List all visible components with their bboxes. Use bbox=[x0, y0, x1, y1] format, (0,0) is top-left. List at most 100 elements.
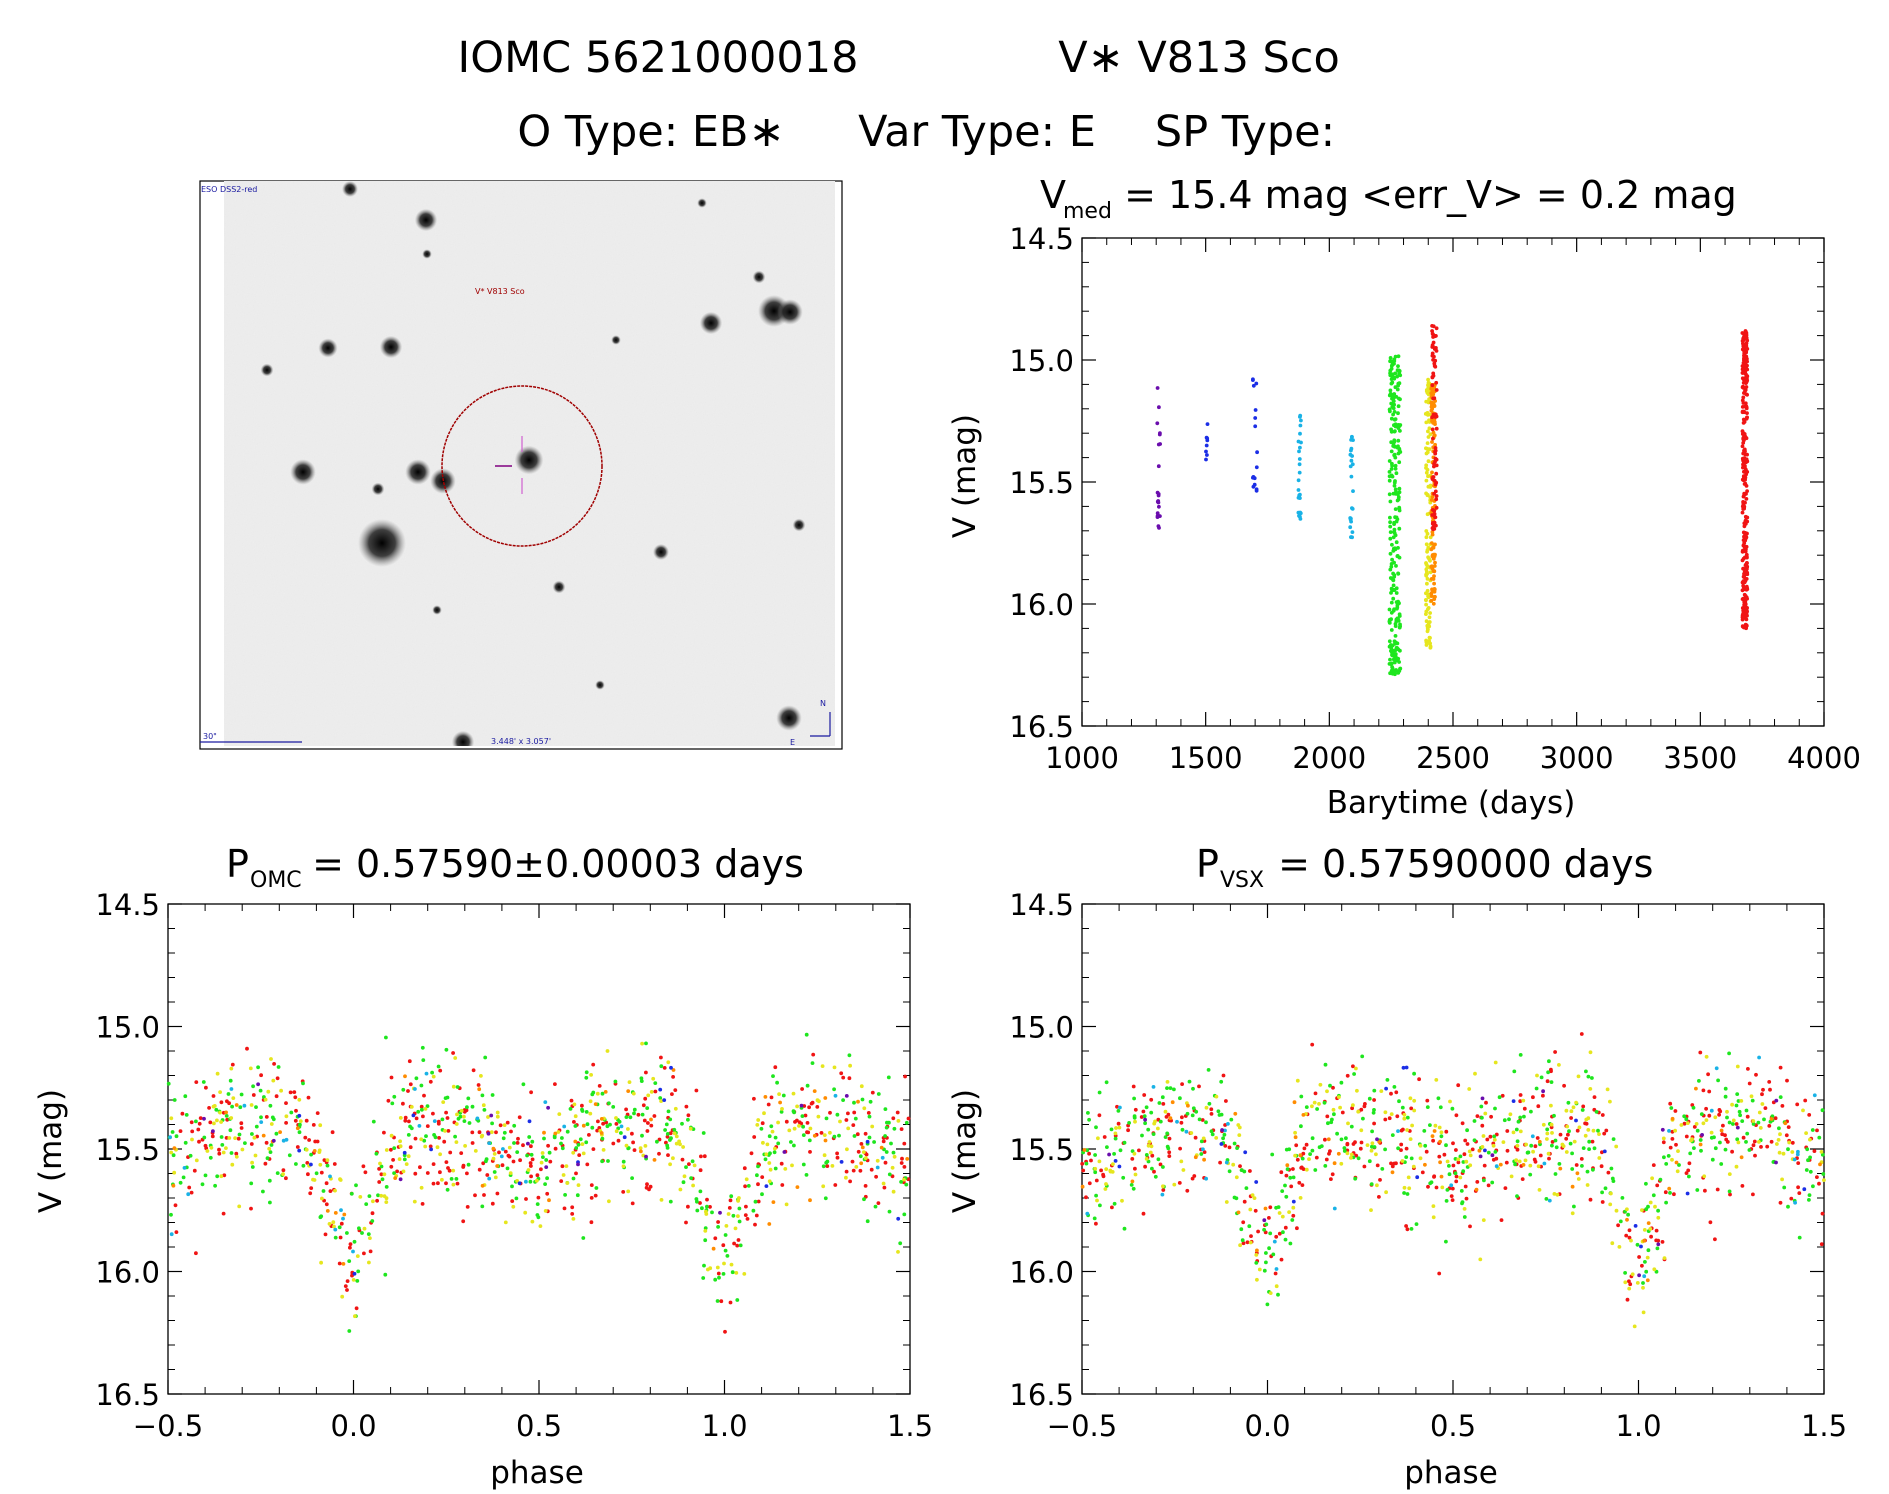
data-point bbox=[753, 1222, 757, 1227]
data-point bbox=[1304, 1167, 1309, 1172]
data-point bbox=[1651, 1193, 1656, 1198]
data-point bbox=[480, 1183, 485, 1188]
data-point bbox=[718, 1210, 722, 1215]
data-point bbox=[1155, 386, 1160, 390]
data-point bbox=[1297, 457, 1302, 461]
data-point bbox=[1462, 1152, 1467, 1157]
data-point bbox=[1474, 1187, 1479, 1192]
data-point bbox=[1402, 1116, 1407, 1121]
data-point bbox=[804, 1032, 809, 1037]
data-point bbox=[544, 1165, 549, 1169]
data-point bbox=[584, 1075, 589, 1080]
data-point bbox=[1204, 1120, 1208, 1125]
data-point bbox=[1388, 551, 1393, 556]
data-point bbox=[896, 1250, 900, 1254]
data-point bbox=[1570, 1167, 1575, 1171]
data-point bbox=[1131, 1084, 1136, 1089]
data-point bbox=[485, 1173, 490, 1177]
data-point bbox=[859, 1084, 864, 1089]
data-point bbox=[314, 1171, 319, 1176]
data-point bbox=[1408, 1137, 1413, 1141]
data-point bbox=[1432, 554, 1437, 559]
data-point bbox=[324, 1181, 329, 1186]
data-point bbox=[1393, 546, 1397, 551]
data-point bbox=[1761, 1087, 1765, 1092]
data-point bbox=[1428, 558, 1432, 563]
data-point bbox=[698, 1189, 703, 1194]
data-point bbox=[1786, 1204, 1790, 1209]
data-point bbox=[1167, 1136, 1172, 1141]
data-point bbox=[1742, 592, 1747, 597]
data-point bbox=[1349, 516, 1353, 521]
data-point bbox=[898, 1241, 903, 1246]
data-point bbox=[1383, 1110, 1388, 1115]
data-point bbox=[1682, 1121, 1687, 1126]
data-point bbox=[258, 1088, 263, 1093]
data-point bbox=[1287, 1210, 1291, 1214]
data-point bbox=[1348, 525, 1353, 530]
data-point bbox=[1430, 440, 1434, 444]
data-point bbox=[730, 1270, 735, 1275]
data-point bbox=[1431, 358, 1435, 362]
data-point bbox=[370, 1219, 375, 1223]
data-point bbox=[1301, 1167, 1306, 1171]
data-point bbox=[1650, 1176, 1654, 1181]
data-point bbox=[1668, 1145, 1673, 1150]
data-point bbox=[1662, 1155, 1666, 1160]
data-point bbox=[229, 1087, 234, 1091]
data-point bbox=[1425, 531, 1430, 536]
data-point bbox=[1586, 1074, 1591, 1079]
data-point bbox=[1424, 420, 1429, 425]
data-point bbox=[1433, 459, 1437, 464]
data-point bbox=[272, 1062, 276, 1066]
data-point bbox=[1778, 1200, 1783, 1205]
data-point bbox=[682, 1174, 687, 1179]
data-point bbox=[605, 1124, 610, 1129]
y-tick-label: 16.0 bbox=[1009, 1256, 1074, 1290]
data-point bbox=[1433, 1123, 1438, 1128]
data-point bbox=[1426, 377, 1430, 382]
data-point bbox=[1223, 1128, 1227, 1133]
data-point bbox=[340, 1294, 345, 1299]
data-point bbox=[1817, 1181, 1821, 1186]
data-point bbox=[215, 1071, 220, 1076]
data-point bbox=[1276, 1205, 1281, 1209]
data-point bbox=[1660, 1240, 1665, 1244]
data-point bbox=[419, 1185, 424, 1190]
data-point bbox=[1155, 499, 1160, 504]
data-point bbox=[722, 1261, 726, 1266]
data-point bbox=[1434, 414, 1439, 419]
data-point bbox=[197, 1139, 201, 1144]
data-point bbox=[1151, 1085, 1156, 1089]
data-point bbox=[1293, 1153, 1297, 1158]
data-point bbox=[1539, 1075, 1544, 1080]
data-point bbox=[530, 1219, 535, 1224]
data-point bbox=[1812, 1149, 1817, 1153]
data-point bbox=[377, 1180, 382, 1184]
data-point bbox=[1298, 510, 1303, 515]
data-point bbox=[590, 1125, 595, 1130]
data-point bbox=[553, 1131, 558, 1136]
data-point bbox=[1428, 570, 1433, 575]
data-point bbox=[1265, 1302, 1270, 1307]
data-point bbox=[441, 1100, 446, 1104]
data-point bbox=[425, 1104, 430, 1108]
data-point bbox=[422, 1138, 427, 1143]
data-point bbox=[1399, 1142, 1404, 1147]
data-point bbox=[1566, 1100, 1571, 1105]
data-point bbox=[173, 1203, 178, 1208]
y-tick-label: 15.5 bbox=[95, 1133, 160, 1167]
data-point bbox=[1463, 1184, 1468, 1189]
data-point bbox=[691, 1183, 695, 1188]
star bbox=[430, 468, 456, 494]
data-point bbox=[1359, 1140, 1364, 1145]
data-point bbox=[1122, 1226, 1127, 1231]
lightcurve-points bbox=[1155, 324, 1750, 677]
data-point bbox=[666, 1153, 670, 1157]
data-point bbox=[440, 1117, 445, 1122]
data-point bbox=[756, 1164, 760, 1169]
data-point bbox=[896, 1216, 901, 1221]
data-point bbox=[1431, 1204, 1436, 1208]
data-point bbox=[1741, 437, 1746, 442]
data-point bbox=[1624, 1233, 1629, 1238]
